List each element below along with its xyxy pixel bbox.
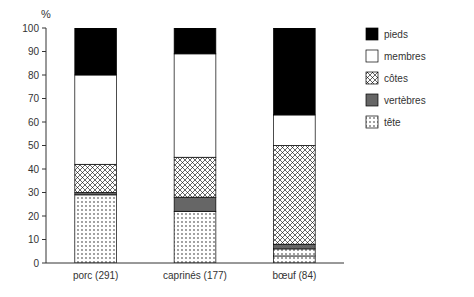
y-tick — [42, 98, 46, 99]
bar-segment — [75, 195, 117, 263]
y-tick — [42, 122, 46, 123]
bar-segment — [75, 75, 117, 164]
x-tick-label: bœuf (84) — [272, 270, 316, 281]
y-tick-label: 60 — [28, 117, 40, 128]
legend-swatch — [366, 72, 378, 84]
y-tick-label: 90 — [28, 46, 40, 57]
y-tick — [42, 28, 46, 29]
bar-segment — [75, 28, 117, 75]
bar-segment — [174, 211, 216, 263]
bars — [75, 28, 315, 263]
legend-swatch — [366, 28, 378, 40]
legend-label: membres — [384, 51, 426, 62]
bar-segment — [174, 157, 216, 197]
legend-label: pieds — [384, 29, 408, 40]
x-axis — [46, 263, 344, 264]
y-tick-label: 30 — [28, 187, 40, 198]
legend-swatch — [366, 94, 378, 106]
legend-label: côtes — [384, 73, 408, 84]
y-tick — [42, 75, 46, 76]
legend-swatch — [366, 116, 378, 128]
y-tick-label: 40 — [28, 164, 40, 175]
y-tick-label: 50 — [28, 140, 40, 151]
y-tick-label: 100 — [22, 23, 39, 34]
y-tick-label: 80 — [28, 70, 40, 81]
y-tick-label: 10 — [28, 234, 40, 245]
bar-segment — [273, 249, 315, 256]
bar-segment — [75, 164, 117, 192]
y-tick — [42, 216, 46, 217]
bar-segment — [273, 146, 315, 245]
y-tick-label: 0 — [33, 258, 39, 269]
x-tick-label: caprinés (177) — [163, 270, 227, 281]
y-tick — [42, 145, 46, 146]
legend-swatch — [366, 50, 378, 62]
legend: pieds membres côtes vertèbres tête — [366, 28, 426, 128]
legend-label: tête — [384, 117, 401, 128]
bar-segment — [174, 197, 216, 211]
bar-segment — [273, 244, 315, 249]
y-tick-label: 70 — [28, 93, 40, 104]
y-tick — [42, 239, 46, 240]
y-axis-label: % — [41, 8, 51, 20]
bar-segment — [273, 28, 315, 115]
y-tick-label: 20 — [28, 211, 40, 222]
x-tick-label: porc (291) — [73, 270, 119, 281]
legend-label: vertèbres — [384, 95, 426, 106]
y-tick — [42, 263, 46, 264]
bar-segment — [273, 256, 315, 263]
y-tick — [42, 192, 46, 193]
bar-segment — [273, 115, 315, 146]
bar-segment — [174, 54, 216, 157]
bar-segment — [174, 28, 216, 54]
y-tick — [42, 51, 46, 52]
bar-segment — [75, 193, 117, 195]
chart: 0 10 20 30 40 50 60 70 80 90 100 porc (291) caprinés… — [0, 0, 474, 297]
y-tick — [42, 169, 46, 170]
